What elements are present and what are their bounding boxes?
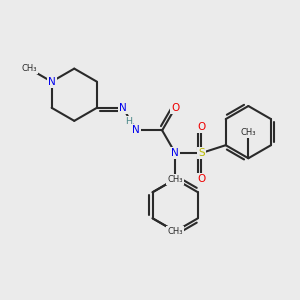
Text: O: O <box>197 174 206 184</box>
Text: H: H <box>125 117 132 126</box>
Text: O: O <box>197 122 206 132</box>
Text: N: N <box>119 103 127 113</box>
Text: N: N <box>171 148 179 158</box>
Text: CH₃: CH₃ <box>241 128 256 136</box>
Text: CH₃: CH₃ <box>167 227 183 236</box>
Text: O: O <box>171 103 179 113</box>
Text: N: N <box>132 125 140 135</box>
Text: S: S <box>198 148 205 158</box>
Text: N: N <box>48 77 56 87</box>
Text: CH₃: CH₃ <box>21 64 37 73</box>
Text: CH₃: CH₃ <box>167 175 183 184</box>
